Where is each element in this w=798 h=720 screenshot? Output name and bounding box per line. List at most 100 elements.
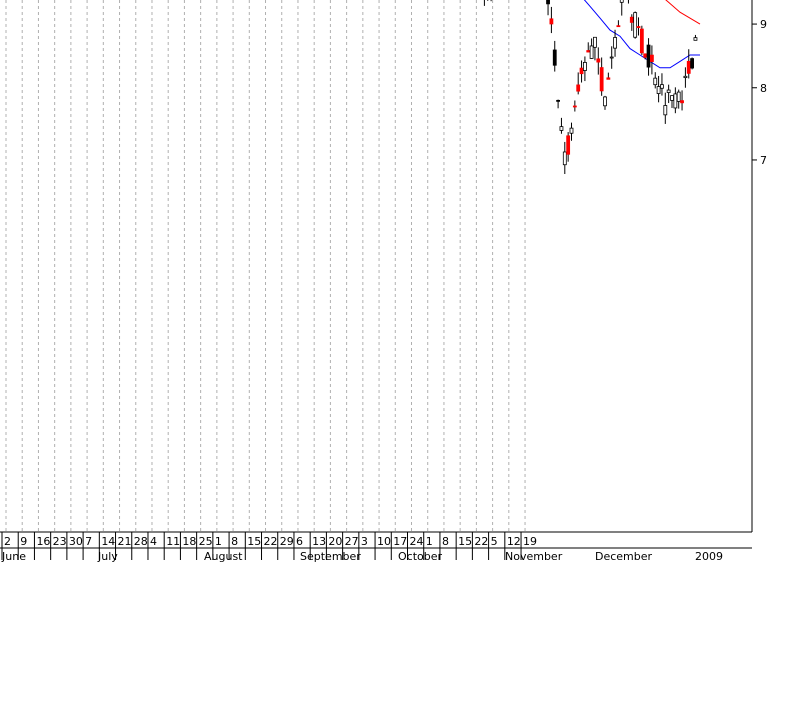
candlestick (650, 45, 654, 75)
x-day-label: 19 (523, 535, 537, 548)
candle-body (653, 77, 658, 86)
candle-body (569, 127, 574, 134)
candlestick (603, 95, 607, 110)
candle-body (566, 135, 571, 155)
x-month-label: July (97, 550, 118, 563)
candlestick (616, 20, 621, 28)
candle-body (663, 105, 668, 116)
x-day-label: 7 (85, 535, 92, 548)
candle-body (680, 100, 684, 104)
candle-body (593, 36, 597, 48)
candlestick (572, 100, 577, 112)
candle-body (556, 99, 560, 102)
candlestick (633, 11, 638, 39)
candlestick (546, 0, 550, 16)
candle-body (619, 0, 624, 3)
x-day-label: 13 (312, 535, 326, 548)
candlestick (596, 47, 601, 75)
x-day-label: 20 (328, 535, 342, 548)
candlestick (583, 56, 587, 82)
candlestick (556, 99, 560, 109)
candle-body (650, 54, 654, 62)
candle-body (670, 95, 674, 101)
x-day-label: 15 (458, 535, 472, 548)
candle-body (629, 16, 634, 23)
x-day-label: 1 (215, 535, 222, 548)
candle-body (613, 37, 617, 49)
x-day-label: 24 (410, 535, 424, 548)
candlestick (636, 17, 641, 36)
candlesticks (483, 0, 698, 175)
y-axis: 7891011121314151617181920 (0, 0, 767, 549)
x-day-label: 9 (20, 535, 27, 548)
candle-body (579, 67, 584, 75)
x-month-label: 2009 (695, 550, 723, 563)
candle-body (572, 105, 577, 108)
candle-body (643, 53, 648, 58)
candlestick (609, 46, 614, 69)
candlestick (593, 36, 597, 61)
x-day-label: 17 (393, 535, 407, 548)
candle-body (693, 37, 698, 41)
candle-body (636, 26, 641, 29)
x-day-label: 1 (426, 535, 433, 548)
candlestick (613, 29, 617, 57)
candlestick (656, 75, 661, 103)
candlestick (549, 6, 554, 34)
x-day-label: 29 (280, 535, 294, 548)
candle-body (546, 0, 550, 5)
candle-body (683, 75, 688, 79)
x-day-label: 15 (247, 535, 261, 548)
candle-body (606, 77, 611, 80)
candlestick (680, 90, 684, 111)
x-day-label: 8 (442, 535, 449, 548)
candle-body (576, 84, 581, 92)
x-month-label: June (1, 550, 26, 563)
y-tick-label: 8 (760, 82, 767, 95)
candle-body (559, 126, 564, 131)
candle-body (583, 62, 587, 71)
candle-body (552, 49, 557, 66)
candlestick (559, 117, 564, 134)
x-day-label: 2 (4, 535, 11, 548)
x-month-label: December (595, 550, 653, 563)
candle-body (690, 58, 694, 69)
candle-body (676, 91, 681, 102)
candlestick (569, 122, 574, 141)
candlestick (566, 132, 571, 162)
x-day-label: 10 (377, 535, 391, 548)
candlestick (589, 38, 594, 59)
x-day-label: 21 (118, 535, 132, 548)
candle-body (549, 18, 554, 25)
candle-body (673, 93, 678, 109)
x-day-label: 8 (231, 535, 238, 548)
candle-body (562, 151, 567, 166)
candle-body (666, 89, 671, 93)
x-month-label: September (300, 550, 361, 563)
candle-body (616, 25, 621, 28)
x-day-label: 30 (69, 535, 83, 548)
candle-body (589, 45, 594, 59)
x-day-label: 27 (345, 535, 359, 548)
x-day-label: 28 (134, 535, 148, 548)
candlestick (606, 72, 611, 80)
candlestick (619, 0, 624, 16)
candle-body (603, 96, 607, 107)
candle-body (646, 44, 651, 68)
candle-body (599, 67, 604, 92)
candlestick (483, 0, 485, 6)
candle-body (596, 58, 601, 63)
candlestick (562, 141, 567, 175)
candlestick (653, 72, 658, 89)
candle-body (639, 28, 644, 54)
candlestick (663, 92, 668, 124)
candlestick (576, 72, 581, 95)
candlestick (683, 67, 688, 88)
x-month-label: October (398, 550, 442, 563)
y-tick-label: 7 (760, 154, 767, 167)
candle-body (656, 86, 661, 94)
x-day-label: 25 (199, 535, 213, 548)
candlestick (676, 89, 681, 109)
candle-body (660, 84, 664, 89)
